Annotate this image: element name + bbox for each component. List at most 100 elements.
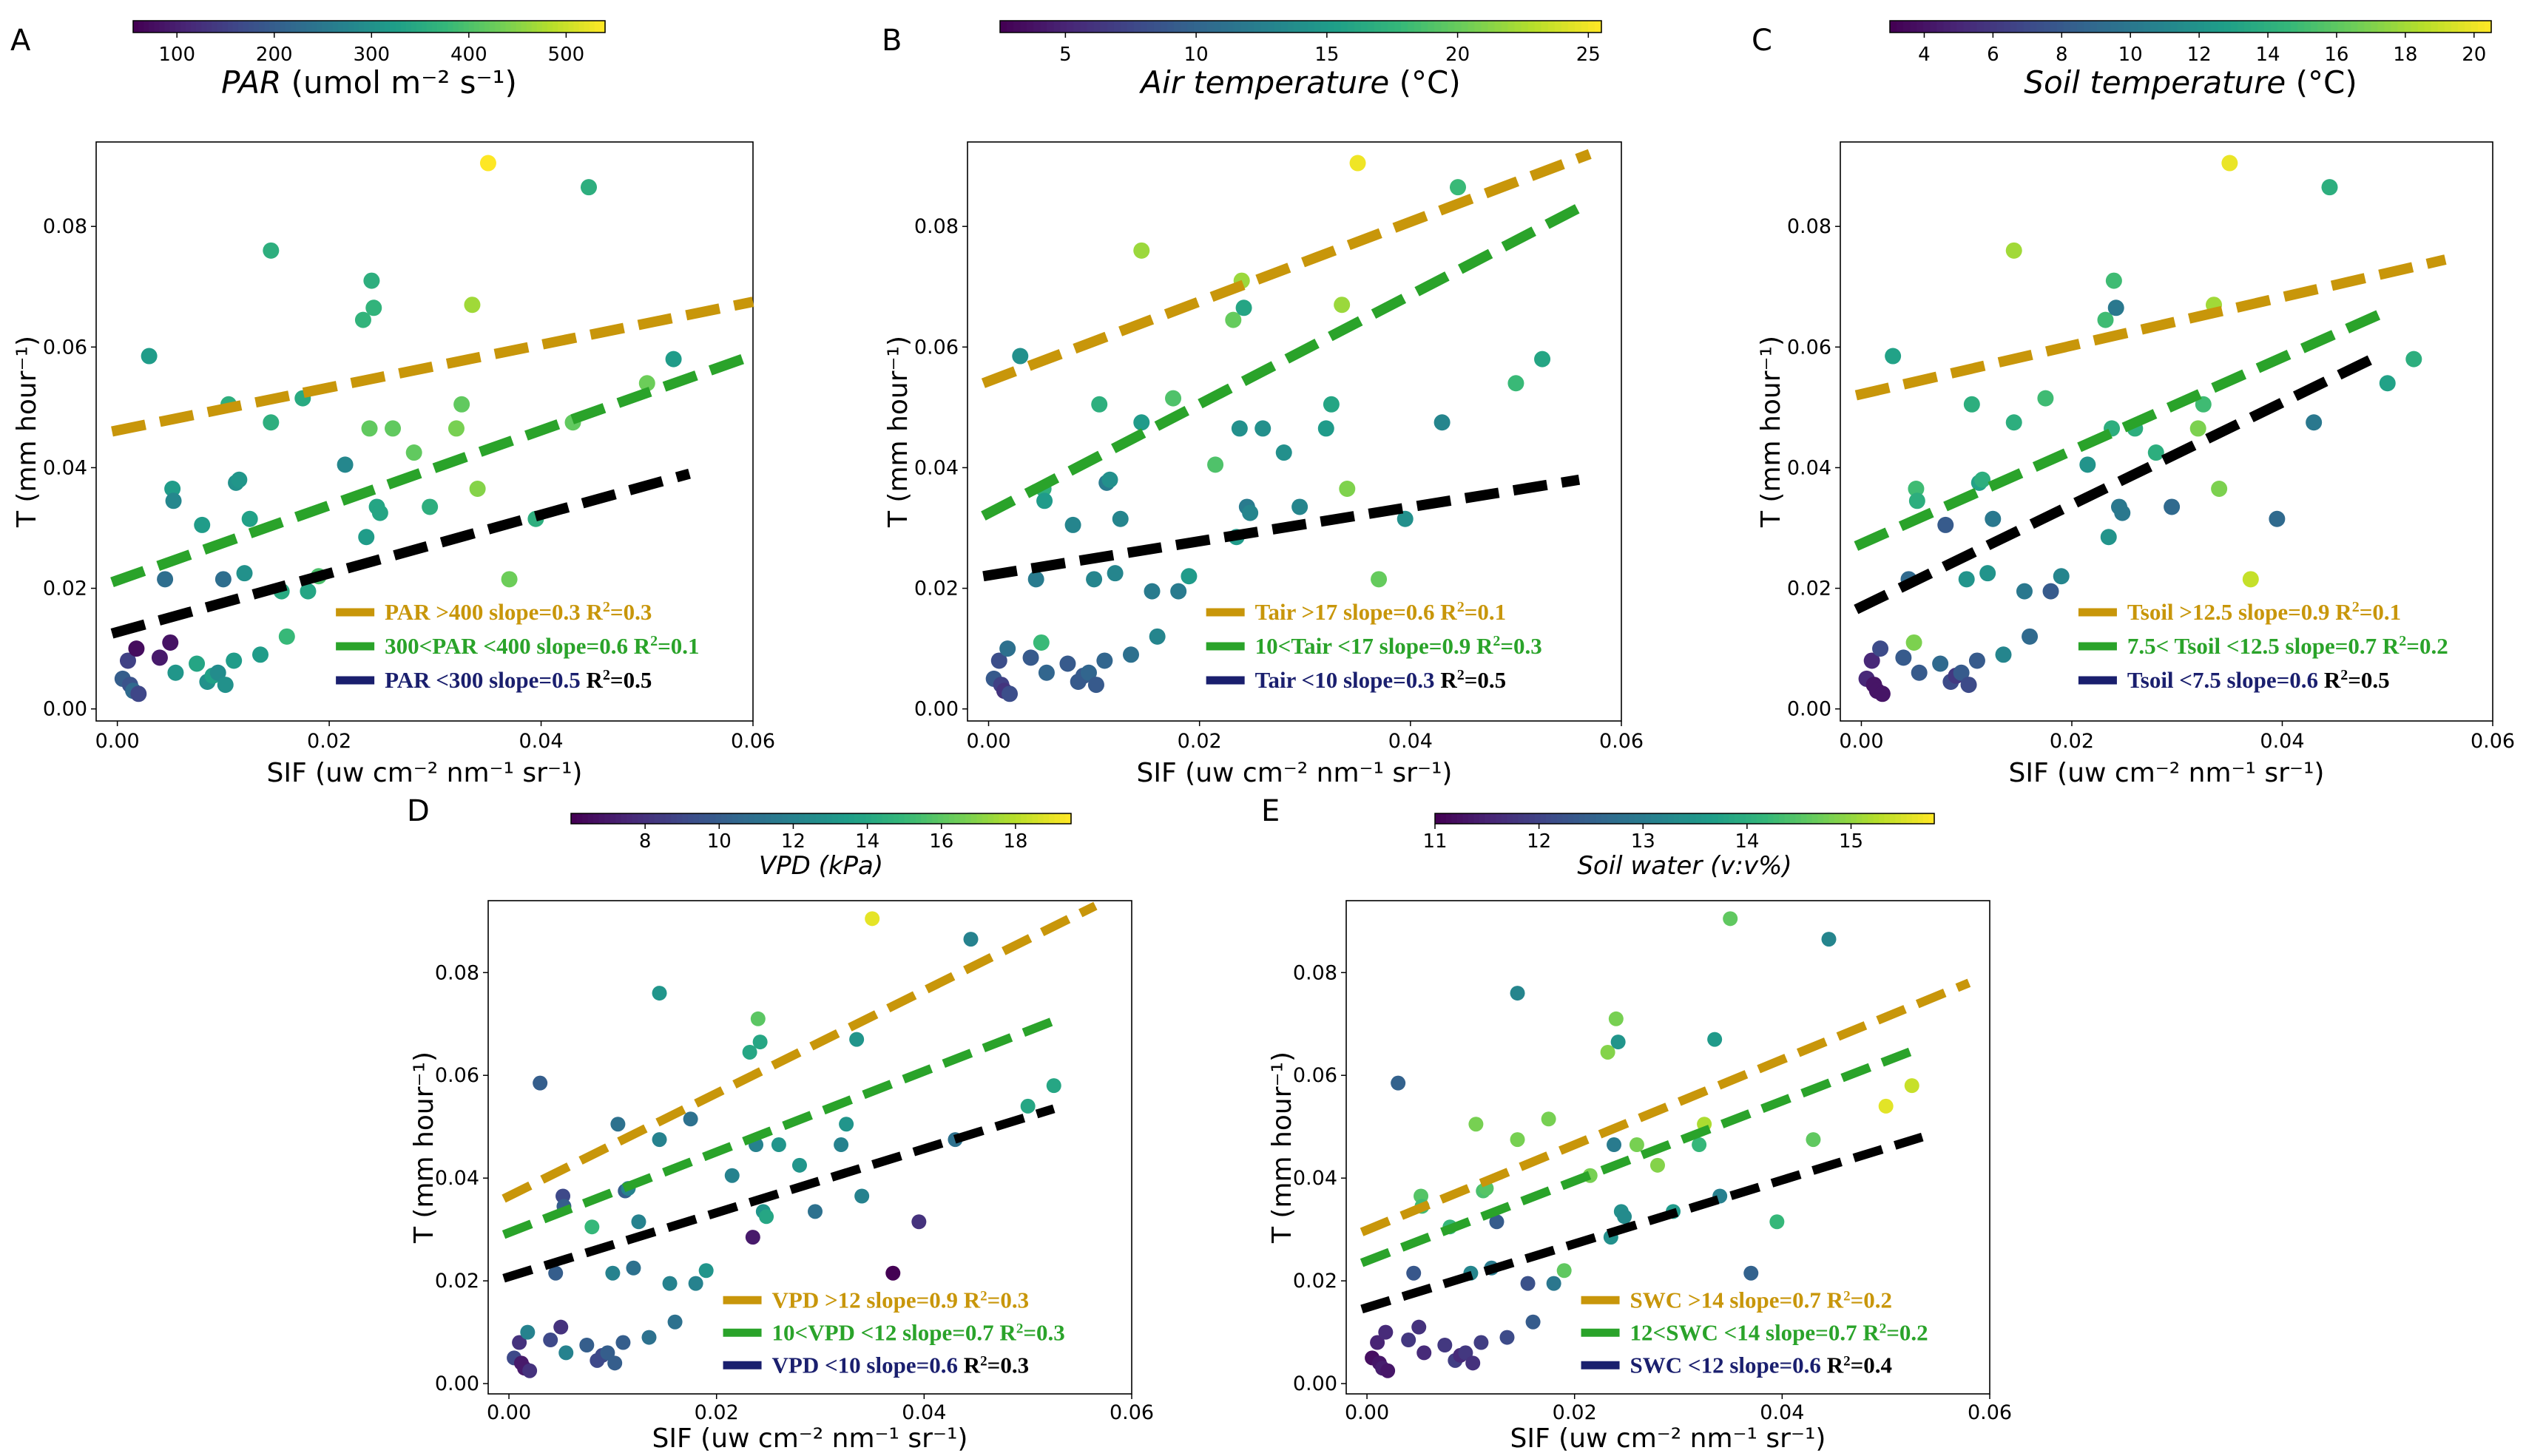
scatter-point bbox=[2079, 456, 2096, 473]
colorbar-segment bbox=[1462, 813, 1469, 824]
scatter-point bbox=[854, 1188, 870, 1204]
colorbar-segment bbox=[1314, 21, 1322, 33]
scatter-point bbox=[1165, 390, 1182, 407]
scatter-point bbox=[1541, 1111, 1556, 1127]
y-axis-label: T (mm hour⁻¹) bbox=[1267, 1052, 1297, 1244]
scatter-point bbox=[631, 1214, 646, 1230]
colorbar-segment bbox=[1573, 813, 1580, 824]
colorbar-tick-label: 13 bbox=[1631, 830, 1655, 853]
colorbar-tick-label: 4 bbox=[1918, 44, 1931, 66]
regression-line-high bbox=[1854, 254, 2447, 401]
colorbar-segment bbox=[904, 813, 911, 824]
colorbar-segment bbox=[1287, 21, 1295, 33]
scatter-point bbox=[1468, 1117, 1484, 1132]
scatter-point bbox=[1096, 652, 1113, 669]
colorbar-segment bbox=[2364, 21, 2372, 33]
scatter-point bbox=[363, 272, 380, 289]
y-tick-label: 0.06 bbox=[1293, 1064, 1337, 1087]
scatter-point bbox=[652, 986, 667, 1001]
y-axis-label: T (mm hour⁻¹) bbox=[1756, 336, 1786, 528]
colorbar-segment bbox=[1579, 813, 1586, 824]
colorbar-segment bbox=[2170, 21, 2178, 33]
regression-lines bbox=[110, 297, 754, 639]
legend-text: 10<Tair <17 slope=0.9 R bbox=[1255, 633, 1493, 659]
scatter-point bbox=[1406, 1265, 1422, 1281]
x-tick-label: 0.06 bbox=[1968, 1401, 2012, 1424]
colorbar-segment bbox=[337, 21, 344, 33]
colorbar-segment bbox=[1668, 813, 1675, 824]
colorbar-segment bbox=[1612, 813, 1619, 824]
scatter-point bbox=[791, 1157, 807, 1173]
colorbar-segment bbox=[1828, 813, 1835, 824]
colorbar-segment bbox=[926, 813, 933, 824]
x-tick-label: 0.04 bbox=[1388, 730, 1433, 753]
scatter-point bbox=[2405, 351, 2422, 368]
colorbar-segment bbox=[1751, 813, 1757, 824]
x-tick-label: 0.04 bbox=[902, 1401, 946, 1424]
colorbar-segment bbox=[363, 21, 370, 33]
colorbar-segment bbox=[754, 813, 761, 824]
colorbar-segment bbox=[1956, 21, 1965, 33]
scatter-point bbox=[300, 583, 317, 600]
colorbar-tick-label: 12 bbox=[1527, 830, 1551, 853]
scatter-point bbox=[1086, 571, 1103, 588]
colorbar-segment bbox=[1917, 813, 1924, 824]
scatter-point bbox=[1317, 420, 1334, 437]
colorbar-segment bbox=[1280, 21, 1289, 33]
colorbar-segment bbox=[2070, 21, 2078, 33]
scatter-point bbox=[236, 565, 253, 582]
colorbar-segment bbox=[1740, 813, 1746, 824]
scatter-point bbox=[1323, 396, 1340, 413]
scatter-point bbox=[1649, 1157, 1665, 1173]
colorbar-segment bbox=[1065, 813, 1072, 824]
colorbar-segment bbox=[809, 813, 817, 824]
colorbar-segment bbox=[1186, 21, 1195, 33]
colorbar-segment bbox=[715, 813, 722, 824]
colorbar-segment bbox=[2030, 21, 2038, 33]
colorbar-segment bbox=[1166, 21, 1175, 33]
colorbar-segment bbox=[2263, 21, 2272, 33]
colorbar-segment bbox=[854, 813, 861, 824]
colorbar-segment bbox=[248, 21, 254, 33]
scatter-point bbox=[1291, 498, 1308, 515]
colorbar-segment bbox=[295, 21, 302, 33]
colorbar-segment bbox=[1970, 21, 1978, 33]
colorbar-segment bbox=[587, 813, 594, 824]
plot-area bbox=[487, 900, 1132, 1395]
colorbar-tick-label: 200 bbox=[256, 44, 293, 66]
colorbar-segment bbox=[1026, 813, 1033, 824]
scatter-series bbox=[1365, 911, 1919, 1378]
colorbar-segment bbox=[369, 21, 375, 33]
colorbar-segment bbox=[2391, 21, 2399, 33]
colorbar-segment bbox=[609, 813, 616, 824]
colorbar-segment bbox=[2184, 21, 2192, 33]
colorbar-segment bbox=[1712, 813, 1719, 824]
colorbar-segment bbox=[390, 21, 396, 33]
y-axis-label: T (mm hour⁻¹) bbox=[12, 336, 42, 528]
colorbar-segment bbox=[765, 813, 772, 824]
legend-sup: 2 bbox=[603, 667, 610, 683]
scatter-point bbox=[665, 351, 682, 368]
scatter-point bbox=[194, 516, 211, 533]
scatter-point bbox=[2269, 510, 2286, 527]
x-axis-label: SIF (uw cm⁻² nm⁻¹ sr⁻¹) bbox=[267, 758, 583, 788]
colorbar-segment bbox=[285, 21, 291, 33]
colorbar-segment bbox=[1214, 21, 1221, 33]
legend-sup: 2 bbox=[2352, 599, 2360, 615]
colorbar-label: PAR (umol m⁻² s⁻¹) bbox=[221, 64, 517, 101]
x-tick-label: 0.00 bbox=[95, 730, 140, 753]
colorbar-segment bbox=[2237, 21, 2245, 33]
colorbar-tick-label: 20 bbox=[2462, 44, 2486, 66]
y-tick-label: 0.08 bbox=[43, 215, 87, 238]
x-tick-label: 0.00 bbox=[1345, 1401, 1389, 1424]
scatter-point bbox=[1821, 932, 1837, 947]
scatter-point bbox=[698, 1263, 714, 1279]
colorbar-segment bbox=[2291, 21, 2298, 33]
colorbar-segment bbox=[1884, 813, 1891, 824]
scatter-point bbox=[752, 1035, 768, 1050]
colorbar-segment bbox=[1930, 21, 1938, 33]
legend-tail: =0.3 bbox=[987, 1287, 1029, 1313]
scatter-point bbox=[165, 492, 182, 509]
colorbar-segment bbox=[1451, 813, 1458, 824]
